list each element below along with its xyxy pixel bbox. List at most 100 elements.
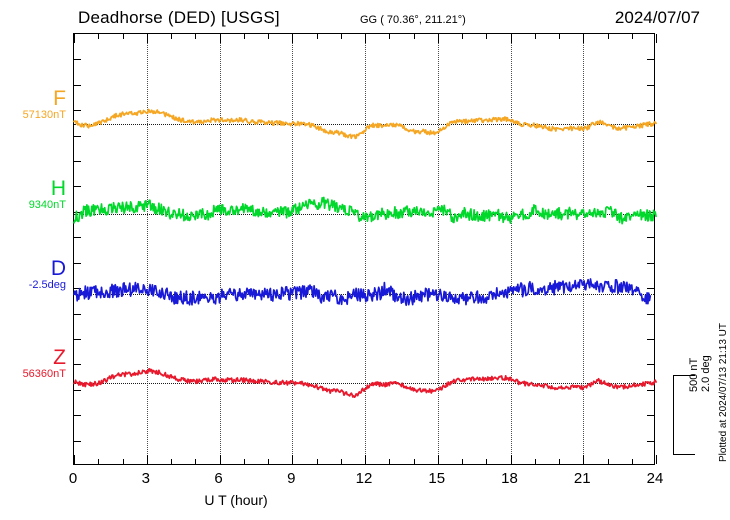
x-tick-17 (486, 34, 488, 39)
component-label-D: D -2.5deg (0, 258, 66, 292)
x-tick-12 (365, 455, 366, 464)
x-tick-18 (510, 455, 512, 464)
station-title: Deadhorse (DED) [USGS] (78, 8, 280, 27)
x-tick-10 (316, 459, 318, 464)
x-tick-6 (219, 455, 221, 464)
x-tick-13 (389, 34, 391, 39)
scale-bar-deg: 2.0 deg (700, 355, 712, 392)
x-tick-20 (559, 34, 560, 39)
y-tick (647, 415, 654, 417)
x-tick-0 (74, 34, 75, 43)
x-tick-21 (583, 455, 585, 464)
x-tick-15 (437, 455, 439, 464)
x-tick-label-18: 18 (501, 470, 518, 487)
trace-F (73, 108, 657, 140)
y-tick (647, 237, 654, 239)
component-label-H: H 9340nT (0, 178, 66, 212)
y-tick (74, 110, 81, 112)
x-tick-17 (486, 459, 488, 464)
x-tick-4 (171, 34, 172, 39)
y-tick (647, 84, 654, 86)
y-tick (74, 262, 81, 264)
gridline-hour-12 (365, 34, 366, 464)
y-tick (74, 364, 81, 366)
x-tick-label-21: 21 (573, 470, 591, 487)
y-tick (74, 135, 81, 137)
x-tick-label-24: 24 (646, 470, 664, 487)
y-tick (74, 288, 81, 290)
x-tick-23 (631, 459, 633, 464)
x-tick-11 (340, 34, 342, 39)
baseline-F (74, 124, 654, 125)
scale-bar-line (673, 375, 674, 455)
x-tick-7 (243, 34, 245, 39)
x-tick-1 (98, 459, 100, 464)
x-tick-21 (583, 34, 585, 43)
y-tick (74, 211, 81, 213)
x-tick-4 (171, 459, 172, 464)
gridline-hour-18 (510, 34, 512, 464)
component-letter-Z: Z (53, 346, 66, 369)
y-tick (647, 288, 654, 290)
gridline-hour-21 (583, 34, 585, 464)
y-tick (647, 161, 654, 163)
x-tick-22 (607, 34, 609, 39)
x-tick-9 (292, 455, 294, 464)
gridline-hour-15 (437, 34, 439, 464)
x-tick-2 (122, 459, 124, 464)
x-tick-label-15: 15 (428, 470, 446, 487)
x-tick-label-3: 3 (141, 470, 150, 487)
geodetic-label: GG (360, 14, 378, 26)
y-tick (74, 84, 81, 86)
y-tick (647, 110, 654, 112)
x-tick-14 (413, 34, 415, 39)
trace-H (73, 196, 657, 225)
x-tick-15 (437, 34, 439, 43)
x-tick-8 (268, 34, 269, 39)
x-tick-5 (195, 34, 197, 39)
y-tick (74, 338, 81, 340)
x-tick-label-9: 9 (287, 470, 296, 487)
x-tick-5 (195, 459, 197, 464)
plot-frame (73, 33, 657, 465)
x-tick-24 (656, 34, 657, 43)
x-tick-19 (534, 34, 536, 39)
y-tick (74, 440, 81, 442)
x-axis-title: U T (hour) (204, 492, 268, 508)
x-tick-20 (559, 459, 560, 464)
y-tick (647, 262, 654, 264)
x-tick-10 (316, 34, 318, 39)
y-tick (74, 237, 81, 239)
scale-bar-cap-bottom (673, 454, 695, 455)
y-tick (74, 313, 81, 315)
x-tick-24 (656, 455, 657, 464)
component-letter-D: D (50, 257, 66, 280)
scale-bar (673, 375, 695, 455)
x-tick-0 (74, 455, 75, 464)
x-tick-18 (510, 34, 512, 43)
scale-bar-cap-top (673, 375, 695, 376)
y-tick (74, 161, 81, 163)
x-tick-9 (292, 34, 294, 43)
gridline-hour-3 (146, 34, 148, 464)
x-tick-19 (534, 459, 536, 464)
y-tick (647, 364, 654, 366)
y-tick (647, 313, 654, 315)
geodetic-coordinates: GG ( 70.36°, 211.21°) (360, 14, 466, 26)
y-tick (74, 415, 81, 417)
component-label-F: F 57130nT (0, 88, 66, 122)
gridline-hour-6 (219, 34, 221, 464)
component-label-Z: Z 56360nT (0, 347, 66, 381)
component-letter-F: F (53, 87, 66, 110)
plotted-timestamp: Plotted at 2024/07/13 21:13 UT (718, 323, 729, 462)
x-tick-3 (146, 34, 148, 43)
geodetic-values: ( 70.36°, 211.21°) (380, 14, 466, 26)
y-tick (74, 186, 81, 188)
y-tick (74, 59, 81, 61)
x-tick-23 (631, 34, 633, 39)
x-tick-12 (365, 34, 366, 43)
y-tick (647, 135, 654, 137)
x-tick-14 (413, 459, 415, 464)
x-tick-16 (462, 34, 463, 39)
component-value-D: -2.5deg (28, 279, 66, 291)
